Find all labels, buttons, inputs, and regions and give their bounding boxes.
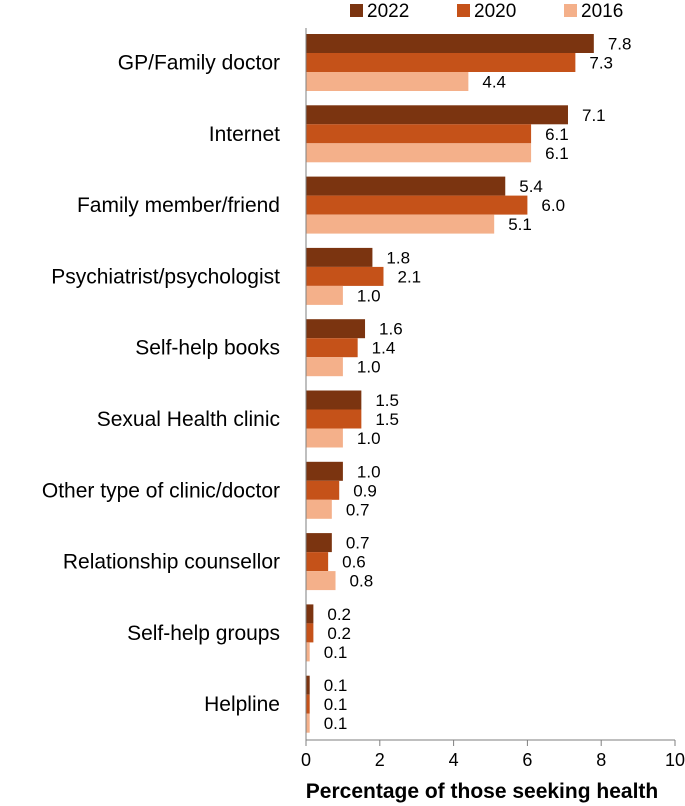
legend-swatch-2016 (564, 4, 577, 17)
bars-group: 7.87.34.47.16.16.15.46.05.11.82.11.01.61… (306, 34, 631, 733)
data-label: 1.0 (357, 358, 381, 377)
category-label: Self-help books (135, 337, 280, 360)
data-label: 0.1 (324, 714, 348, 733)
data-label: 1.0 (357, 462, 381, 481)
data-label: 2.1 (397, 267, 421, 286)
category-label: Psychiatrist/psychologist (51, 265, 280, 288)
x-tick-label: 0 (301, 750, 311, 770)
data-label: 1.0 (357, 429, 381, 448)
bar-2022-6 (306, 461, 343, 481)
data-label: 0.8 (350, 572, 374, 591)
data-label: 6.1 (545, 125, 569, 144)
bar-2016-8 (306, 642, 310, 662)
bar-2020-1 (306, 124, 532, 144)
x-axis: 0 2 4 6 8 10 (301, 28, 685, 770)
x-tick-label: 2 (375, 750, 385, 770)
bar-2016-7 (306, 571, 336, 591)
x-tick-label: 4 (449, 750, 459, 770)
bar-2016-6 (306, 499, 332, 519)
bar-2016-3 (306, 285, 343, 305)
category-label: Other type of clinic/doctor (42, 479, 280, 502)
data-label: 6.1 (545, 144, 569, 163)
bar-2022-0 (306, 34, 594, 53)
bar-2022-1 (306, 105, 568, 125)
legend: 2022 2020 2016 (350, 1, 623, 22)
bar-2020-7 (306, 552, 329, 572)
bar-2016-1 (306, 143, 532, 163)
data-label: 0.7 (346, 534, 370, 553)
bar-2020-4 (306, 338, 358, 358)
data-label: 0.9 (353, 481, 377, 500)
legend-label: 2020 (474, 1, 516, 22)
bar-2020-2 (306, 195, 528, 215)
x-tick-label: 6 (522, 750, 532, 770)
data-label: 1.6 (379, 320, 403, 339)
bar-2022-9 (306, 675, 310, 695)
data-label: 7.1 (582, 106, 606, 125)
data-label: 1.8 (386, 248, 410, 267)
bar-2020-0 (306, 53, 576, 72)
bar-2016-9 (306, 713, 310, 733)
bar-2016-4 (306, 357, 343, 377)
category-label: Family member/friend (77, 194, 280, 217)
bar-2020-3 (306, 266, 384, 286)
bar-2016-0 (306, 72, 469, 91)
category-label: Relationship counsellor (63, 551, 280, 574)
data-label: 0.1 (324, 676, 348, 695)
bar-2022-4 (306, 319, 366, 339)
x-axis-title: Percentage of those seeking health (306, 780, 658, 803)
category-label: GP/Family doctor (118, 52, 280, 75)
data-label: 7.3 (589, 54, 613, 73)
category-label: Sexual Health clinic (97, 408, 280, 431)
legend-swatch-2020 (457, 4, 470, 17)
bar-2016-2 (306, 214, 495, 234)
x-tick-label: 10 (665, 750, 685, 770)
bar-2020-8 (306, 623, 314, 643)
bar-2022-5 (306, 390, 362, 410)
bar-2022-3 (306, 247, 373, 267)
legend-label: 2016 (581, 1, 623, 22)
data-label: 5.1 (508, 215, 532, 234)
data-label: 1.5 (375, 410, 399, 429)
data-label: 0.2 (327, 624, 351, 643)
data-label: 4.4 (482, 73, 506, 92)
data-label: 0.7 (346, 500, 370, 519)
bar-2020-5 (306, 409, 362, 429)
category-labels: GP/Family doctor Internet Family member/fr… (42, 52, 280, 717)
category-label: Helpline (204, 693, 280, 716)
data-label: 0.1 (324, 643, 348, 662)
bar-2022-8 (306, 604, 314, 624)
data-label: 1.4 (372, 339, 396, 358)
x-tick-label: 8 (596, 750, 606, 770)
data-label: 1.5 (375, 391, 399, 410)
data-label: 1.0 (357, 286, 381, 305)
data-label: 5.4 (519, 177, 543, 196)
data-label: 0.6 (342, 553, 366, 572)
bar-2022-2 (306, 176, 506, 196)
category-label: Internet (209, 123, 280, 146)
data-label: 0.1 (324, 695, 348, 714)
legend-swatch-2022 (350, 4, 363, 17)
bar-2022-7 (306, 533, 332, 553)
category-label: Self-help groups (127, 622, 280, 645)
bar-2020-9 (306, 694, 310, 714)
legend-label: 2022 (367, 1, 409, 22)
bar-2020-6 (306, 480, 340, 500)
bar-2016-5 (306, 428, 343, 448)
data-label: 7.8 (608, 35, 632, 54)
data-label: 0.2 (327, 605, 351, 624)
data-label: 6.0 (541, 196, 565, 215)
